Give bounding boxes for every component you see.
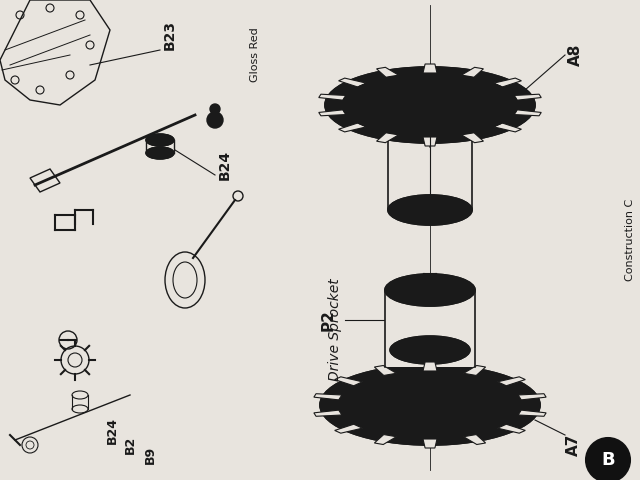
Ellipse shape (146, 147, 174, 159)
Ellipse shape (365, 381, 495, 429)
Polygon shape (314, 394, 342, 400)
Polygon shape (423, 137, 437, 146)
Ellipse shape (358, 79, 502, 131)
Polygon shape (339, 78, 366, 87)
Ellipse shape (342, 74, 518, 136)
Polygon shape (339, 123, 366, 132)
Polygon shape (374, 434, 396, 444)
Ellipse shape (400, 394, 460, 416)
Circle shape (475, 408, 483, 416)
Circle shape (210, 104, 220, 114)
Ellipse shape (388, 90, 472, 120)
Ellipse shape (390, 336, 470, 364)
Text: B9: B9 (143, 446, 157, 464)
Polygon shape (518, 394, 546, 400)
Polygon shape (423, 362, 437, 371)
Circle shape (406, 419, 413, 427)
Text: Construction C: Construction C (625, 199, 635, 281)
Polygon shape (513, 94, 541, 100)
Polygon shape (497, 377, 525, 386)
Text: A8: A8 (568, 44, 582, 66)
Text: A7: A7 (566, 434, 580, 456)
Polygon shape (423, 439, 437, 448)
Ellipse shape (385, 274, 475, 306)
Ellipse shape (146, 134, 174, 146)
Circle shape (586, 438, 630, 480)
Ellipse shape (320, 365, 540, 445)
Circle shape (207, 112, 223, 128)
Ellipse shape (390, 276, 470, 304)
Polygon shape (376, 67, 399, 77)
Text: B2: B2 (124, 436, 136, 454)
Text: B: B (601, 451, 615, 469)
Text: B24: B24 (106, 417, 118, 444)
Polygon shape (376, 133, 399, 143)
Ellipse shape (382, 388, 478, 422)
Polygon shape (461, 67, 483, 77)
Polygon shape (493, 123, 522, 132)
Polygon shape (497, 424, 525, 433)
Polygon shape (374, 365, 396, 375)
Text: P2: P2 (321, 309, 335, 331)
Ellipse shape (374, 85, 486, 125)
Circle shape (377, 408, 385, 416)
Text: B23: B23 (163, 20, 177, 50)
Polygon shape (314, 410, 342, 416)
Circle shape (446, 419, 454, 427)
Polygon shape (493, 78, 522, 87)
Circle shape (446, 384, 454, 392)
Polygon shape (319, 110, 347, 116)
Polygon shape (385, 290, 475, 367)
Circle shape (406, 384, 413, 392)
Ellipse shape (325, 67, 535, 143)
Text: Drive Sprocket: Drive Sprocket (328, 278, 342, 382)
Polygon shape (463, 434, 486, 444)
Ellipse shape (401, 200, 460, 220)
Polygon shape (319, 94, 347, 100)
Ellipse shape (345, 374, 515, 436)
Polygon shape (513, 110, 541, 116)
Polygon shape (461, 133, 483, 143)
Polygon shape (463, 365, 486, 375)
Ellipse shape (388, 195, 472, 225)
Ellipse shape (404, 281, 456, 299)
Text: B24: B24 (218, 150, 232, 180)
Circle shape (377, 394, 385, 402)
Polygon shape (518, 410, 546, 416)
Polygon shape (335, 424, 362, 433)
Polygon shape (423, 64, 437, 73)
Text: Gloss Red: Gloss Red (250, 28, 260, 83)
Polygon shape (335, 377, 362, 386)
Circle shape (475, 394, 483, 402)
